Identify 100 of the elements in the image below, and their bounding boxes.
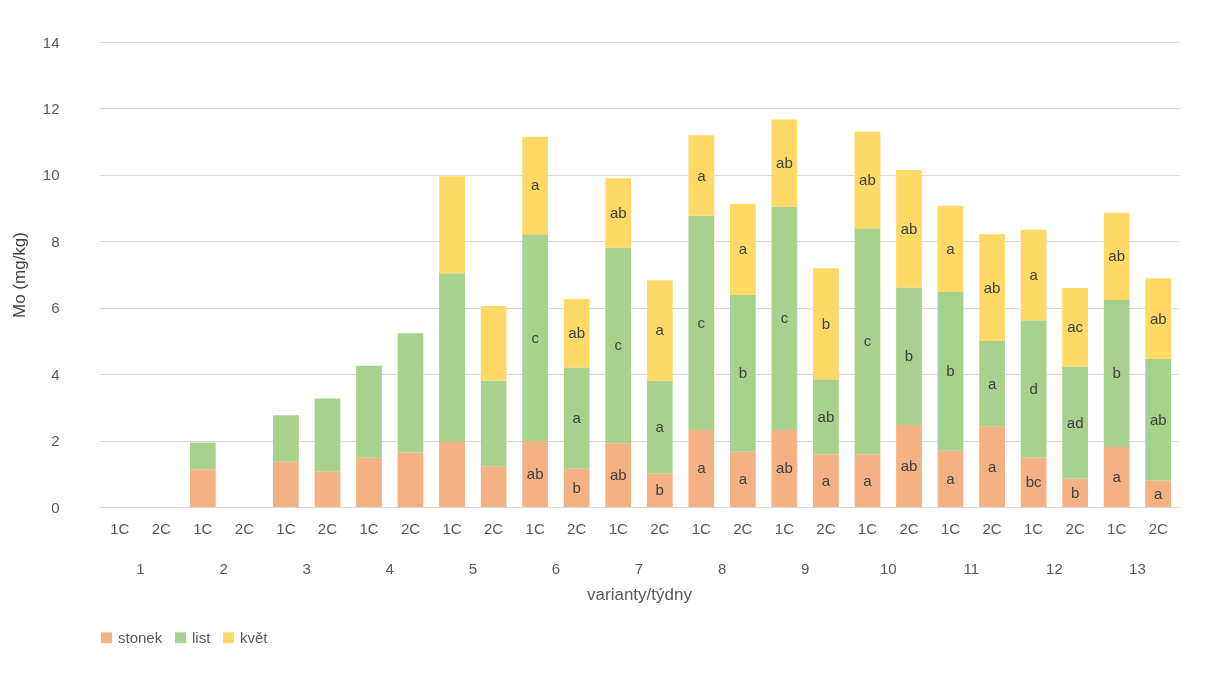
bar <box>1020 229 1047 321</box>
bar <box>1145 358 1172 481</box>
text: 6 <box>551 560 561 577</box>
bar <box>397 333 424 453</box>
bar <box>356 365 382 458</box>
bar <box>729 204 756 295</box>
data-label: b <box>946 362 955 380</box>
bar <box>605 247 632 444</box>
x-tick-label: 2C <box>816 519 836 537</box>
data-label: b <box>1112 364 1121 382</box>
data-label: ab <box>609 203 627 221</box>
legend-label: stonek <box>118 628 163 646</box>
bar <box>854 228 881 455</box>
text: 2 <box>219 560 228 577</box>
data-label: a <box>572 409 582 427</box>
data-label: b <box>738 364 748 382</box>
data-label: a <box>1029 266 1039 283</box>
data-label: a <box>738 240 748 258</box>
data-label: ab <box>1149 410 1167 428</box>
bar <box>189 442 216 470</box>
data-label: ab <box>776 154 793 172</box>
bar <box>1145 278 1172 359</box>
bar <box>854 131 881 229</box>
x-tick-label: 1C <box>276 519 296 537</box>
text: 5 <box>468 560 478 577</box>
y-tick-label: 4 <box>51 365 60 383</box>
bar <box>356 457 382 507</box>
x-tick-label: 2C <box>1065 519 1085 537</box>
bar <box>729 294 756 452</box>
bar <box>646 380 673 474</box>
data-label: b <box>572 478 581 496</box>
bar <box>522 440 549 507</box>
data-label: a <box>697 459 707 477</box>
bar <box>937 450 964 507</box>
text: 7 <box>634 560 644 577</box>
bar <box>1103 446 1130 507</box>
x-tick-label: 1C <box>691 519 712 537</box>
data-label: ab <box>526 464 544 482</box>
data-label: ab <box>983 278 1001 296</box>
bar <box>937 292 964 451</box>
x-tick-label: 2C <box>484 519 504 537</box>
bar <box>314 398 341 472</box>
text: 8 <box>717 560 727 577</box>
x-tick-label: 2C <box>1148 519 1168 537</box>
data-label: a <box>946 239 956 257</box>
data-label: ac <box>1067 318 1084 336</box>
data-label: a <box>697 166 707 184</box>
x-axis-title: varianty/týdny <box>587 584 693 604</box>
data-label: c <box>614 336 623 354</box>
bar <box>563 299 590 368</box>
x-tick-label: 2C <box>899 519 919 537</box>
data-label: c <box>697 313 706 331</box>
x-tick-label: 2C <box>650 519 670 537</box>
bar <box>439 176 465 274</box>
y-tick-label: 0 <box>51 498 60 516</box>
data-label: ab <box>1149 309 1167 327</box>
x-tick-label: 2C <box>400 519 421 537</box>
bar <box>439 273 465 442</box>
text: 3 <box>302 560 311 577</box>
data-label: a <box>1154 484 1164 502</box>
bar <box>688 215 715 430</box>
x-tick-label: 2C <box>567 519 587 537</box>
data-label: ab <box>859 171 876 189</box>
data-label: b <box>655 481 664 499</box>
bar <box>522 234 549 441</box>
bar <box>688 135 715 216</box>
x-tick-label: 1C <box>608 519 628 537</box>
x-tick-label: 1C <box>359 519 379 537</box>
bar <box>563 367 590 469</box>
bar <box>1103 300 1130 447</box>
x-tick-label: 1C <box>442 519 462 537</box>
data-label: ab <box>817 407 835 425</box>
bar <box>979 426 1005 507</box>
bar <box>605 443 632 507</box>
data-label: a <box>821 471 831 489</box>
bar <box>563 468 590 507</box>
text: 1 <box>136 560 145 577</box>
data-label: a <box>987 457 997 475</box>
y-tick-label: 10 <box>42 166 60 184</box>
bar <box>813 379 839 455</box>
data-label: a <box>946 469 956 487</box>
bar <box>273 415 299 462</box>
bar <box>896 169 922 288</box>
bar <box>979 234 1005 341</box>
x-tick-label: 2C <box>317 519 338 537</box>
data-label: a <box>655 418 665 436</box>
text: 13 <box>1129 560 1146 577</box>
x-tick-label: 2C <box>982 519 1002 537</box>
y-axis-title: Mo (mg/kg) <box>9 232 29 318</box>
bar <box>813 454 839 507</box>
data-label: c <box>780 309 789 327</box>
x-tick-label: 1C <box>1024 519 1044 537</box>
y-tick-label: 2 <box>51 432 60 450</box>
bar <box>937 205 964 293</box>
data-label: c <box>863 332 872 350</box>
bar <box>771 206 798 430</box>
data-label: a <box>738 470 748 488</box>
bar <box>854 454 881 507</box>
data-label: ad <box>1066 413 1084 431</box>
text: 12 <box>1046 560 1063 577</box>
